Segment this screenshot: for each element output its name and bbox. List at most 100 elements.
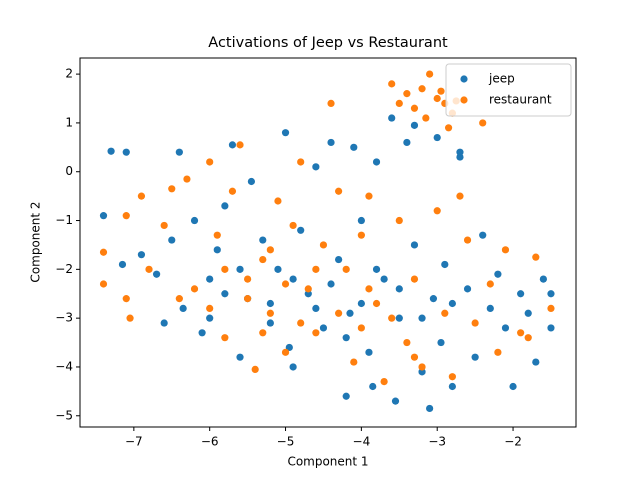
point — [319, 324, 328, 332]
point — [266, 246, 274, 254]
point — [391, 397, 400, 405]
point — [312, 304, 320, 312]
point — [433, 133, 441, 142]
point — [517, 329, 525, 337]
point — [471, 319, 479, 327]
point — [357, 324, 365, 332]
point — [410, 104, 419, 112]
point — [297, 319, 305, 327]
point — [327, 138, 335, 147]
point — [403, 338, 411, 347]
point — [365, 285, 373, 293]
point — [221, 202, 229, 210]
point — [395, 314, 403, 322]
point — [206, 314, 214, 322]
point — [198, 329, 206, 337]
point — [327, 99, 335, 107]
point — [118, 260, 127, 269]
chart-title: Activations of Jeep vs Restaurant — [208, 35, 448, 51]
x-tick-label: −2 — [504, 435, 522, 449]
point — [228, 141, 237, 149]
point — [444, 124, 453, 132]
point — [335, 309, 343, 317]
point — [441, 260, 449, 269]
point — [357, 231, 365, 239]
point — [357, 299, 365, 308]
point — [418, 85, 426, 93]
point — [448, 299, 456, 308]
point — [501, 324, 510, 332]
point — [221, 265, 229, 273]
point — [247, 177, 256, 186]
point — [206, 304, 214, 312]
point — [486, 304, 494, 312]
point — [183, 175, 191, 183]
point — [160, 319, 168, 327]
point — [122, 212, 130, 220]
point — [160, 221, 168, 230]
y-tick-label: −5 — [55, 408, 73, 422]
point — [395, 216, 403, 225]
point — [190, 216, 199, 225]
point — [479, 231, 487, 239]
point — [372, 299, 381, 308]
point — [437, 338, 445, 347]
plot-area — [99, 70, 555, 413]
point — [456, 192, 464, 200]
point — [463, 236, 472, 244]
point — [426, 70, 434, 78]
legend: jeep restaurant — [445, 63, 572, 117]
point — [437, 87, 445, 95]
legend-marker — [460, 96, 468, 104]
point — [99, 212, 108, 220]
y-tick-label: −4 — [55, 359, 73, 373]
point — [152, 270, 161, 278]
point — [433, 94, 441, 103]
point — [448, 382, 456, 391]
legend-box — [445, 63, 572, 117]
point — [281, 280, 290, 288]
point — [236, 265, 244, 273]
point — [418, 314, 426, 322]
y-tick-label: −1 — [55, 213, 73, 227]
point — [266, 299, 274, 308]
y-tick-label: −2 — [55, 262, 73, 276]
point — [206, 158, 214, 166]
point — [259, 236, 267, 244]
point — [312, 265, 320, 273]
point — [494, 348, 502, 356]
point — [429, 295, 438, 303]
point — [285, 343, 293, 352]
point — [517, 290, 525, 298]
point — [532, 253, 540, 261]
point — [168, 185, 176, 193]
point — [547, 290, 555, 298]
x-tick-label: −3 — [428, 435, 446, 449]
point — [335, 255, 343, 264]
point — [441, 309, 449, 317]
point — [304, 285, 312, 293]
y-axis-label: Component 2 — [29, 201, 43, 282]
point — [259, 255, 267, 264]
point — [422, 114, 430, 122]
point — [346, 309, 354, 317]
axes-frame — [79, 57, 577, 428]
point — [122, 295, 130, 303]
point — [327, 280, 335, 288]
point — [244, 275, 252, 283]
point — [312, 329, 320, 337]
point — [524, 334, 532, 342]
point — [137, 251, 146, 259]
point — [350, 143, 358, 151]
point — [410, 241, 419, 249]
point — [236, 141, 244, 149]
point — [388, 114, 396, 122]
point — [509, 382, 517, 391]
y-tick-label: 0 — [65, 164, 73, 178]
point — [259, 329, 267, 337]
point — [213, 231, 221, 239]
point — [372, 265, 381, 273]
legend-label: restaurant — [489, 93, 552, 107]
